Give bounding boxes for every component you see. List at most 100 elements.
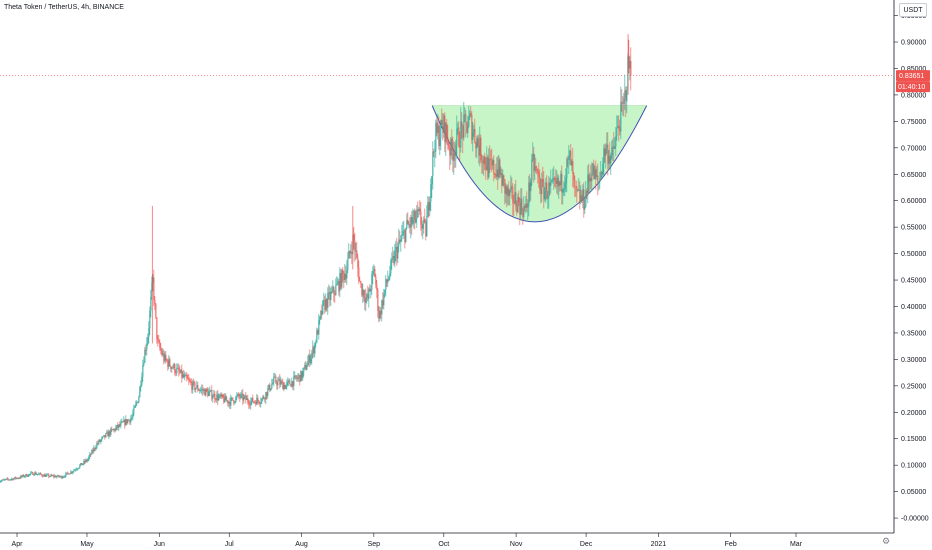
candle-body <box>500 173 502 175</box>
candle-body <box>597 175 599 183</box>
candle-body <box>434 151 436 152</box>
candle-body <box>397 245 399 259</box>
candle-body <box>13 478 15 480</box>
candle-body <box>278 379 280 381</box>
candle-body <box>467 126 469 133</box>
candle-body <box>51 474 53 476</box>
candles <box>0 34 632 484</box>
candle-body <box>588 174 590 182</box>
candle-body <box>244 395 246 397</box>
candle-body <box>519 202 521 215</box>
candle-body <box>148 328 150 337</box>
candle-body <box>179 371 181 373</box>
candle-body <box>447 137 449 146</box>
candle-body <box>241 393 243 395</box>
candle-body <box>484 156 486 166</box>
candle-body <box>16 477 18 479</box>
candle-body <box>562 188 564 193</box>
candle-body <box>14 477 16 479</box>
candle-body <box>528 182 530 206</box>
candle-body <box>263 396 265 399</box>
candle-body <box>524 206 526 208</box>
candle-body <box>93 447 95 452</box>
time-tick-label: Jul <box>225 541 234 548</box>
candle-body <box>253 401 255 403</box>
candle-body <box>556 177 558 184</box>
candle-body <box>553 177 555 179</box>
currency-label[interactable]: USDT <box>899 3 927 17</box>
candle-body <box>11 478 13 480</box>
candle-body <box>303 367 305 372</box>
candle-body <box>8 479 10 481</box>
price-tick-label: 0.45000 <box>901 278 926 285</box>
candle-body <box>579 189 581 203</box>
candle-body <box>232 397 234 401</box>
candle-body <box>273 376 275 383</box>
candle-body <box>506 186 508 196</box>
candle-body <box>526 203 528 208</box>
candle-body <box>616 127 618 137</box>
candle-body <box>336 283 338 286</box>
candle-body <box>609 155 611 164</box>
price-tick-label: 0.25000 <box>901 383 926 390</box>
candle-body <box>571 161 573 166</box>
candle-body <box>611 147 613 156</box>
candle-body <box>381 300 383 315</box>
time-axis[interactable]: Apr May Jun Jul Aug Sep Oct Nov Dec 2021 Feb Mar <box>12 533 803 548</box>
candle-body <box>31 472 33 474</box>
candle-body <box>49 476 51 478</box>
candle-body <box>316 330 318 343</box>
candle-body <box>209 390 211 393</box>
candle-body <box>373 268 375 272</box>
candle-body <box>372 271 374 275</box>
candle-body <box>254 401 256 403</box>
candle-body <box>390 260 392 274</box>
candle-body <box>458 127 460 147</box>
candle-body <box>536 168 538 171</box>
candle-body <box>606 144 608 148</box>
candle-body <box>493 160 495 175</box>
candle-body <box>465 114 467 122</box>
candle-body <box>338 281 340 292</box>
candle-body <box>238 393 240 397</box>
candle-body <box>441 119 443 125</box>
candle-body <box>411 217 413 224</box>
candle-body <box>419 208 421 212</box>
candle-body <box>84 460 86 463</box>
candle-body <box>195 388 197 390</box>
candle-body <box>94 447 96 449</box>
price-axis[interactable]: 0.950000.900000.850000.800000.750000.700… <box>894 13 929 523</box>
candle-body <box>566 159 568 179</box>
candle-body <box>446 123 448 138</box>
candle-body <box>487 157 489 178</box>
candle-body <box>384 289 386 294</box>
candle-body <box>205 388 207 396</box>
candle-body <box>350 251 352 254</box>
time-tick-label: Jun <box>154 541 165 548</box>
candle-body <box>375 277 377 285</box>
candle-body <box>544 191 546 200</box>
candle-body <box>76 469 78 470</box>
candle-body <box>36 474 38 475</box>
candle-body <box>34 472 36 475</box>
candle-body <box>593 163 595 180</box>
candle-body <box>85 459 87 463</box>
time-tick-label: Apr <box>12 541 24 548</box>
gear-icon[interactable]: ⚙ <box>881 537 891 547</box>
candle-body <box>225 395 227 401</box>
candle-body <box>340 273 342 288</box>
candle-body <box>520 198 522 215</box>
candle-body <box>624 90 626 98</box>
candle-body <box>266 392 268 396</box>
candle-body <box>270 388 272 391</box>
candle-body <box>190 381 192 384</box>
candle-body <box>466 121 468 133</box>
candle-body <box>275 376 277 383</box>
candle-body <box>158 340 160 343</box>
candle-body <box>69 473 71 475</box>
candle-body <box>27 476 29 477</box>
candle-body <box>362 289 364 296</box>
price-tick-label: 0.20000 <box>901 410 926 417</box>
candle-body <box>145 349 147 351</box>
